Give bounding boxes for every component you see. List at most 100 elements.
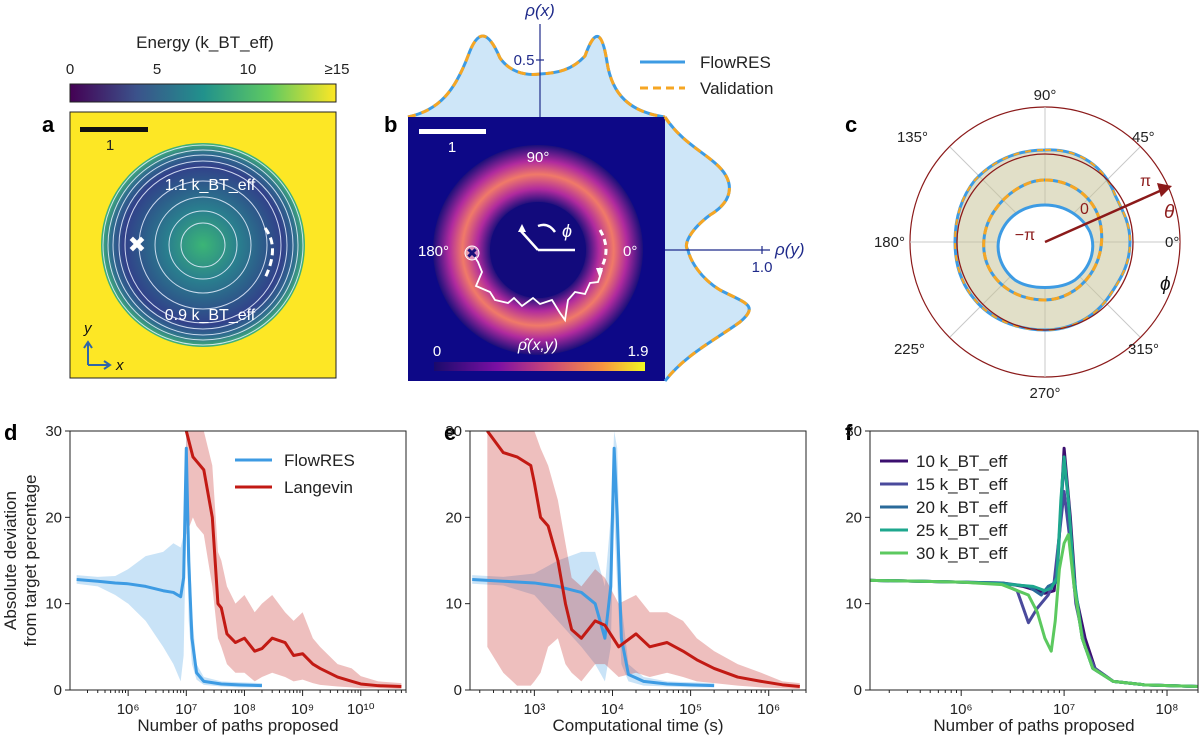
- ylabel-d-0: Absolute deviation: [1, 491, 20, 630]
- legend-d-label-0: FlowRES: [284, 451, 355, 470]
- xtick-label-d-2: 10⁸: [233, 701, 256, 718]
- minus-pi-label: −π: [1015, 227, 1035, 244]
- contour-label-low: 0.9 k_BT_eff: [165, 307, 256, 324]
- angle-90-label: 90°: [527, 149, 550, 166]
- axis-x-label: x: [115, 357, 124, 374]
- target-region-b: [598, 229, 608, 271]
- ytick-label-d-10: 10: [45, 596, 62, 613]
- legend-d: FlowRES Langevin: [235, 451, 355, 497]
- rho-y-validation: [663, 116, 751, 382]
- bottom-charts: d 0 10 20 30 10⁶ 10⁷ 10⁸ 10⁹ 10¹⁰ Number of paths …: [1, 420, 1199, 735]
- legend-b: FlowRES Validation: [640, 53, 773, 98]
- ytick-label-e-30: 30: [445, 423, 462, 440]
- xtick-label-f-1: 10⁷: [1053, 701, 1075, 718]
- polar-angle-225: 225°: [894, 341, 925, 358]
- angle-0-label: 0°: [623, 243, 637, 260]
- panel-a: a 1 1.1 k_BT_eff 0.9 k_BT_eff ✖ y x: [42, 111, 337, 379]
- xtick-label-e-0: 10³: [524, 701, 546, 718]
- xtick-label-f-0: 10⁶: [950, 701, 973, 718]
- axes-frame-f: [869, 430, 1199, 691]
- scalebar-b-label: 1: [448, 139, 456, 156]
- ytick-label-e-10: 10: [445, 596, 462, 613]
- start-marker-b-icon: ✖: [466, 245, 478, 261]
- band-e-1: [487, 431, 800, 690]
- density-label: ρ̂(x,y): [517, 337, 558, 354]
- target-arrow-icon: [596, 268, 603, 279]
- ytick-label-f-0: 0: [854, 682, 862, 699]
- phi-label-c: ϕ: [1160, 274, 1171, 295]
- density-cbar-min: 0: [433, 343, 441, 360]
- rho-x-fill: [408, 35, 665, 117]
- xtick-label-e-2: 10⁵: [679, 701, 702, 718]
- scalebar-b: [419, 129, 486, 134]
- axes-frame-d: [69, 430, 407, 691]
- scalebar-a-label: 1: [106, 137, 114, 154]
- legend-flowres-label: FlowRES: [700, 53, 771, 72]
- polar-inner-flowres: [996, 203, 1095, 289]
- line-d-1: [184, 431, 402, 689]
- density-colorbar: [434, 362, 645, 371]
- axes-frame-e: [469, 430, 807, 691]
- start-marker-icon: ✖: [128, 232, 146, 257]
- xlabel-f: Number of paths proposed: [933, 716, 1134, 735]
- legend-f: 10 k_BT_eff 15 k_BT_eff 20 k_BT_eff 25 k_BT…: [880, 452, 1008, 563]
- xtick-label-d-4: 10¹⁰: [347, 701, 375, 718]
- legend-f-label-0: 10 k_BT_eff: [916, 452, 1008, 471]
- panel-b-label: b: [384, 112, 397, 137]
- plot-area-d: [76, 431, 402, 690]
- line-f-2: [870, 459, 1198, 689]
- theta-label: θ: [1164, 202, 1175, 223]
- energy-contours: [102, 144, 304, 346]
- phi-arrowhead-icon: [518, 224, 526, 232]
- ytick-label-f-30: 30: [845, 423, 862, 440]
- theta-arrowhead-icon: [1157, 183, 1172, 197]
- panel-b: b ρ(x) 0.5 1 90° 180° 0° ϕ ✖ ρ̂(x,y) 0 1…: [384, 1, 805, 382]
- ytick-label-d-0: 0: [54, 682, 62, 699]
- axis-y-label: y: [83, 320, 93, 337]
- polar-angle-315: 315°: [1128, 341, 1159, 358]
- polar-mid-validation: [982, 178, 1104, 302]
- energy-well: [101, 143, 305, 347]
- legend-d-label-1: Langevin: [284, 478, 353, 497]
- ylabel-d-1: from target percentage: [21, 475, 40, 647]
- phi-label-b: ϕ: [562, 221, 572, 241]
- xlabel-e: Computational time (s): [552, 716, 723, 735]
- pi-label: π: [1140, 173, 1151, 190]
- legend-f-label-1: 15 k_BT_eff: [916, 475, 1008, 494]
- legend-validation-label: Validation: [700, 79, 773, 98]
- start-marker-circle: [464, 245, 480, 261]
- ytick-label-d-20: 20: [45, 509, 62, 526]
- xlabel-d: Number of paths proposed: [137, 716, 338, 735]
- energy-colorbar: Energy (k_BT_eff) 0 5 10 ≥15: [66, 33, 350, 103]
- colorbar-title: Energy (k_BT_eff): [136, 33, 274, 52]
- panel-d-label: d: [4, 420, 17, 445]
- xtick-label-e-1: 10⁴: [601, 701, 624, 718]
- band-d-0: [76, 431, 262, 688]
- legend-f-label-3: 25 k_BT_eff: [916, 521, 1008, 540]
- polar-angle-180: 180°: [874, 234, 905, 251]
- ytick-label-f-20: 20: [845, 509, 862, 526]
- colorbar-tick-15: ≥15: [325, 61, 350, 78]
- chart-d: d 0 10 20 30 10⁶ 10⁷ 10⁸ 10⁹ 10¹⁰ Number of paths …: [1, 420, 407, 735]
- xtick-label-d-1: 10⁷: [175, 701, 197, 718]
- rho-x-validation: [407, 34, 666, 119]
- chart-e: e 0 10 20 30 10³ 10⁴ 10⁵ 10⁶ Computational time (…: [444, 420, 807, 735]
- target-region: [263, 227, 274, 279]
- plot-area-f: [870, 446, 1198, 689]
- sample-trajectory: [471, 252, 603, 323]
- scalebar-a: [80, 127, 148, 132]
- polar-angle-135: 135°: [897, 129, 928, 146]
- xtick-label-e-3: 10⁶: [757, 701, 780, 718]
- line-f-4: [870, 533, 1198, 689]
- theta-axis: [1044, 188, 1163, 244]
- legend-f-label-4: 30 k_BT_eff: [916, 544, 1008, 563]
- line-e-1: [486, 431, 800, 689]
- colorbar-tick-5: 5: [153, 61, 161, 78]
- polar-reference-circle: [956, 153, 1134, 331]
- colorbar-tick-0: 0: [66, 61, 74, 78]
- band-e-0: [472, 431, 715, 688]
- line-e-0: [472, 446, 715, 688]
- panel-f-label: f: [845, 420, 853, 445]
- polar-outer-validation: [953, 148, 1132, 332]
- axes-arrow-icon: [83, 340, 112, 370]
